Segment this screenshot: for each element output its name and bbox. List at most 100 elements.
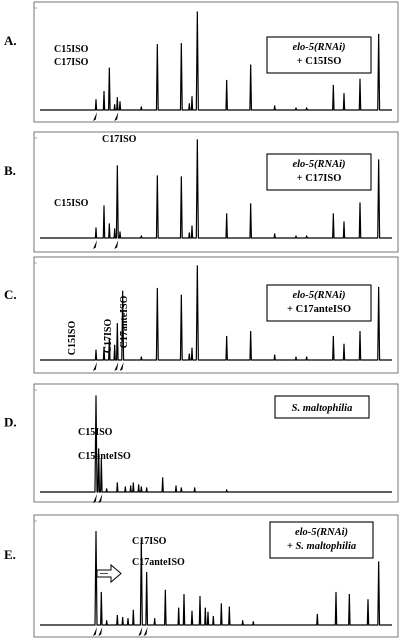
peak-point-7 <box>132 482 134 484</box>
peak-point-13 <box>180 487 182 489</box>
peak-label: C17ISO <box>132 536 167 547</box>
peak-point-3 <box>114 228 116 230</box>
peak-arrow-2 <box>119 362 124 371</box>
peak-point-7 <box>140 539 142 541</box>
panel-label: B. <box>4 163 16 178</box>
peak-point-10 <box>146 487 148 489</box>
legend-entry: + S. maltophilia <box>287 541 356 552</box>
peak-point-10 <box>191 347 193 349</box>
peak-point-13 <box>250 330 252 333</box>
legend-entry: elo-5(RNAi) <box>292 42 345 53</box>
peak-label: C15ISO <box>54 44 89 55</box>
peak-point-5 <box>127 618 129 620</box>
peak-label: C17anteISO <box>132 557 185 568</box>
peak-point-13 <box>191 610 193 612</box>
legend-entry: + C15ISO <box>297 56 342 67</box>
peak-point-16 <box>306 356 308 358</box>
peak-arrow-1 <box>98 627 103 636</box>
peak-point-11 <box>196 11 198 13</box>
panel-d: D. C15ISO C15anteISO S. maltophilia <box>4 383 399 503</box>
peak-point-2 <box>108 67 110 69</box>
peak-point-6 <box>132 609 134 611</box>
peak-point-6 <box>140 106 142 108</box>
panel-frame <box>33 514 399 638</box>
peak-point-12 <box>175 485 177 487</box>
peak-point-17 <box>332 84 334 87</box>
legend-entry: + C17anteISO <box>287 304 351 315</box>
peak-point-1 <box>100 591 102 594</box>
peak-point-26 <box>378 561 380 563</box>
panel-frame <box>33 131 399 253</box>
panel-c: C. C15ISO C17ISO C17anteISO elo-5(RNAi) + C17… <box>4 256 399 374</box>
peak-point-8 <box>180 43 182 45</box>
peak-point-11 <box>196 139 198 141</box>
peak-point-0 <box>95 395 97 397</box>
peak-point-7 <box>156 175 158 177</box>
peak-point-20 <box>378 33 380 36</box>
peak-point-9 <box>188 103 190 105</box>
peak-point-19 <box>228 606 230 608</box>
peak-point-12 <box>183 593 185 596</box>
peak-arrow-2 <box>138 627 143 636</box>
peak-point-10 <box>164 589 166 591</box>
peak-point-15 <box>295 107 297 109</box>
peak-point-16 <box>306 107 308 109</box>
peak-point-4 <box>116 323 118 325</box>
panel-frame <box>33 383 399 503</box>
peak-point-10 <box>191 96 193 98</box>
peak-point-20 <box>378 159 380 161</box>
peak-point-14 <box>199 596 201 598</box>
peak-point-11 <box>162 477 164 479</box>
peak-point-18 <box>343 221 345 223</box>
peak-arrow-0 <box>93 362 97 371</box>
peak-point-15 <box>226 489 228 491</box>
legend-box <box>269 521 374 559</box>
peak-point-5 <box>119 101 121 103</box>
peak-point-5 <box>124 486 126 488</box>
peak-point-21 <box>252 621 254 623</box>
peak-point-14 <box>274 233 276 235</box>
peak-arrow-1 <box>114 362 119 371</box>
peak-point-2 <box>100 458 102 460</box>
peak-arrow-0 <box>93 627 97 636</box>
peak-point-5 <box>119 231 121 233</box>
peak-point-14 <box>194 487 196 489</box>
legend-entry: elo-5(RNAi) <box>295 527 348 538</box>
peak-point-9 <box>140 486 142 488</box>
peak-arrow-0 <box>93 112 97 121</box>
peak-point-12 <box>226 79 228 82</box>
peak-label: C17ISO <box>103 319 114 354</box>
panel-label: C. <box>4 287 17 302</box>
peak-point-8 <box>138 484 140 486</box>
peak-point-1 <box>103 346 105 348</box>
peak-point-13 <box>250 203 252 205</box>
peak-point-18 <box>343 343 345 345</box>
peak-point-25 <box>367 599 369 601</box>
panel-label: A. <box>4 33 17 48</box>
peak-point-14 <box>274 105 276 107</box>
peak-point-4 <box>116 482 118 484</box>
peak-arrow-0 <box>93 494 97 503</box>
legend-entry: elo-5(RNAi) <box>292 290 345 301</box>
peak-point-4 <box>116 165 118 167</box>
peak-point-16 <box>207 611 209 614</box>
peak-point-20 <box>378 286 380 289</box>
legend-box <box>266 153 372 191</box>
peak-label: C17ISO <box>54 57 89 68</box>
shift-arrow-icon <box>96 563 122 584</box>
peak-point-13 <box>250 64 252 66</box>
peak-point-7 <box>156 44 158 46</box>
chromatogram-trace <box>40 395 392 493</box>
peak-point-19 <box>359 202 361 204</box>
peak-point-12 <box>226 213 228 215</box>
panel-label: E. <box>4 547 16 562</box>
peak-label: C15ISO <box>54 198 89 209</box>
peak-point-5 <box>122 290 124 292</box>
peak-point-3 <box>114 344 116 346</box>
peak-point-2 <box>108 337 110 340</box>
peak-point-16 <box>306 235 308 237</box>
peak-point-19 <box>359 78 361 80</box>
peak-label: C15ISO <box>78 427 113 438</box>
peak-point-10 <box>191 225 193 227</box>
peak-point-0 <box>95 349 97 351</box>
